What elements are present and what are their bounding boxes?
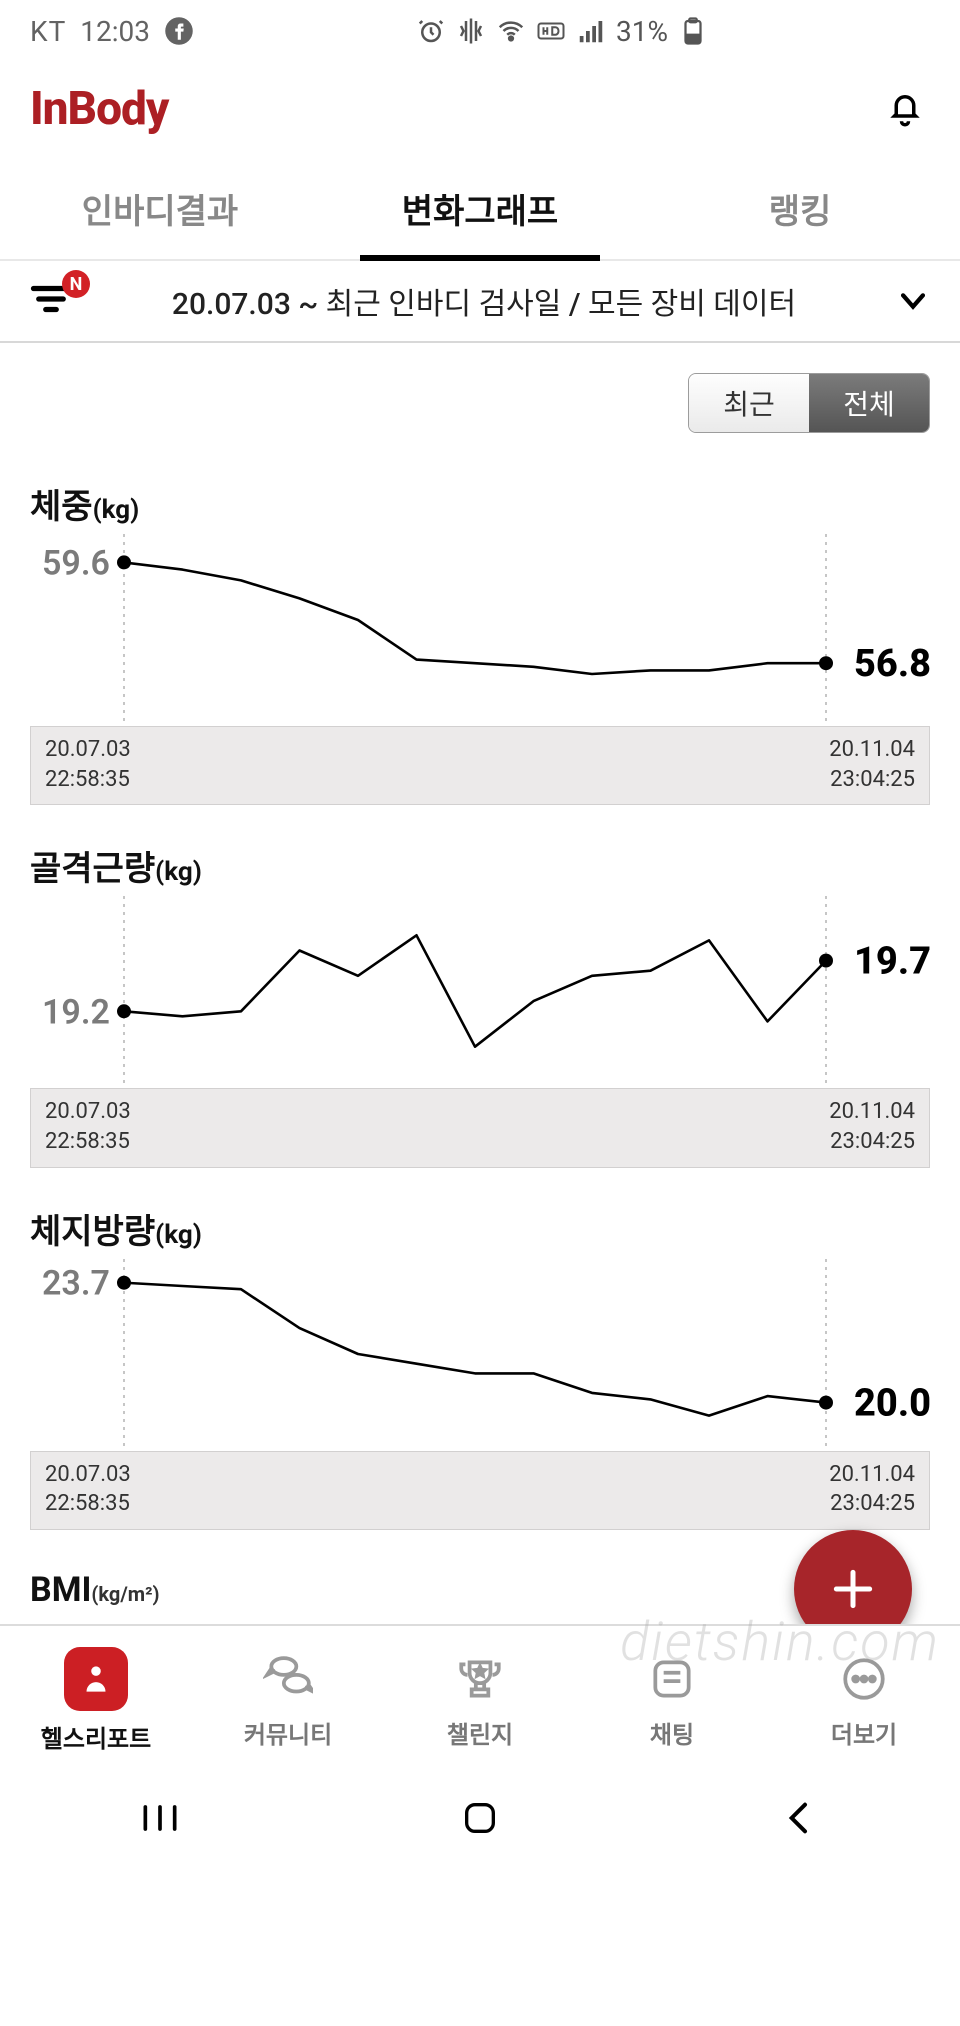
chart-title: 체중(kg) [30, 479, 930, 528]
bn-community[interactable]: 커뮤니티 [192, 1651, 384, 1750]
sys-back[interactable] [760, 1798, 840, 1838]
bn-label: 채팅 [650, 1715, 694, 1750]
chart-area: 59.6 56.8 [30, 534, 930, 724]
tabs: 인바디결과 변화그래프 랭킹 [0, 160, 960, 261]
axis-end-time: 23:04:25 [829, 1127, 915, 1157]
axis-start-date: 20.07.03 [45, 1097, 131, 1127]
axis-end-date: 20.11.04 [829, 1097, 915, 1127]
status-bar: KT 12:03 31% [0, 0, 960, 62]
bottom-nav: 헬스리포트 커뮤니티 챌린지 채팅 더보기 dietshin.com [0, 1624, 960, 1774]
chart-title-text: 체중 [30, 487, 93, 527]
chart-end-value: 20.0 [854, 1381, 930, 1425]
system-nav [0, 1774, 960, 1862]
chart-start-value: 19.2 [42, 993, 110, 1033]
watermark: dietshin.com [620, 1611, 940, 1674]
bn-label: 챌린지 [447, 1715, 513, 1750]
seg-all[interactable]: 전체 [809, 374, 929, 432]
chart-axis: 20.07.03 22:58:35 20.11.04 23:04:25 [30, 1451, 930, 1530]
bn-label: 커뮤니티 [244, 1715, 332, 1750]
bmi-title: BMI [30, 1570, 91, 1610]
filter-text: 20.07.03 ~ 최근 인바디 검사일 / 모든 장비 데이터 [94, 279, 874, 323]
health-report-icon [64, 1647, 128, 1711]
new-badge: N [62, 270, 90, 298]
chart-title: 체지방량(kg) [30, 1204, 930, 1253]
chart-start-value: 23.7 [42, 1263, 110, 1303]
chart-axis: 20.07.03 22:58:35 20.11.04 23:04:25 [30, 1088, 930, 1167]
axis-end: 20.11.04 23:04:25 [829, 735, 915, 794]
chart-end-value: 56.8 [854, 642, 930, 686]
tab-graph[interactable]: 변화그래프 [320, 160, 640, 259]
chart-title-text: 체지방량 [30, 1212, 155, 1252]
tab-ranking[interactable]: 랭킹 [640, 160, 960, 259]
carrier-label: KT [30, 15, 66, 48]
chart-unit: (kg) [155, 857, 202, 887]
segmented-control: 최근 전체 [688, 373, 930, 433]
axis-end-date: 20.11.04 [829, 735, 915, 765]
bn-health-report[interactable]: 헬스리포트 [0, 1647, 192, 1754]
alarm-icon [416, 16, 446, 46]
facebook-icon [164, 16, 194, 46]
sys-recent[interactable] [120, 1798, 200, 1838]
vibrate-icon [456, 16, 486, 46]
seg-recent[interactable]: 최근 [689, 374, 809, 432]
chart-title: 골격근량(kg) [30, 841, 930, 890]
brand-logo: InBody [30, 82, 168, 136]
chart-area: 23.7 20.0 [30, 1259, 930, 1449]
chevron-down-icon [896, 284, 930, 318]
filter-icon-wrap[interactable]: N [30, 284, 72, 318]
chart-block: 체지방량(kg) 23.7 20.0 20.07.03 22:58:35 20.… [0, 1168, 960, 1530]
axis-start: 20.07.03 22:58:35 [45, 1460, 131, 1519]
community-icon [260, 1651, 316, 1707]
segmented-control-wrap: 최근 전체 [0, 343, 960, 443]
notifications-icon[interactable] [884, 88, 926, 130]
filter-row[interactable]: N 20.07.03 ~ 최근 인바디 검사일 / 모든 장비 데이터 [0, 261, 960, 343]
chart-end-value: 19.7 [854, 940, 930, 984]
axis-start-time: 22:58:35 [45, 1127, 131, 1157]
axis-end-time: 23:04:25 [829, 1489, 915, 1519]
chart-start-value: 59.6 [42, 543, 110, 583]
bn-label: 더보기 [831, 1715, 897, 1750]
clock-label: 12:03 [80, 15, 150, 48]
bn-label: 헬스리포트 [41, 1719, 151, 1754]
bmi-unit: (kg/m²) [91, 1582, 159, 1606]
axis-end: 20.11.04 23:04:25 [829, 1097, 915, 1156]
chart-title-text: 골격근량 [30, 849, 155, 889]
chart-block: 체중(kg) 59.6 56.8 20.07.03 22:58:35 20.11… [0, 443, 960, 805]
battery-icon [678, 16, 708, 46]
axis-start-time: 22:58:35 [45, 1489, 131, 1519]
wifi-icon [496, 16, 526, 46]
plus-icon [828, 1564, 878, 1614]
axis-start-date: 20.07.03 [45, 735, 131, 765]
app-header: InBody [0, 62, 960, 160]
battery-pct: 31% [616, 15, 668, 48]
axis-start-date: 20.07.03 [45, 1460, 131, 1490]
chart-axis: 20.07.03 22:58:35 20.11.04 23:04:25 [30, 726, 930, 805]
axis-start: 20.07.03 22:58:35 [45, 1097, 131, 1156]
axis-start-time: 22:58:35 [45, 765, 131, 795]
axis-end-time: 23:04:25 [829, 765, 915, 795]
sys-home[interactable] [440, 1798, 520, 1838]
chart-block: 골격근량(kg) 19.2 19.7 20.07.03 22:58:35 20.… [0, 805, 960, 1167]
chart-unit: (kg) [155, 1220, 202, 1250]
trophy-icon [452, 1651, 508, 1707]
tab-results[interactable]: 인바디결과 [0, 160, 320, 259]
axis-end-date: 20.11.04 [829, 1460, 915, 1490]
axis-start: 20.07.03 22:58:35 [45, 735, 131, 794]
signal-icon [576, 16, 606, 46]
chart-unit: (kg) [93, 495, 140, 525]
hd-icon [536, 16, 566, 46]
axis-end: 20.11.04 23:04:25 [829, 1460, 915, 1519]
bn-challenge[interactable]: 챌린지 [384, 1651, 576, 1750]
chart-area: 19.2 19.7 [30, 896, 930, 1086]
